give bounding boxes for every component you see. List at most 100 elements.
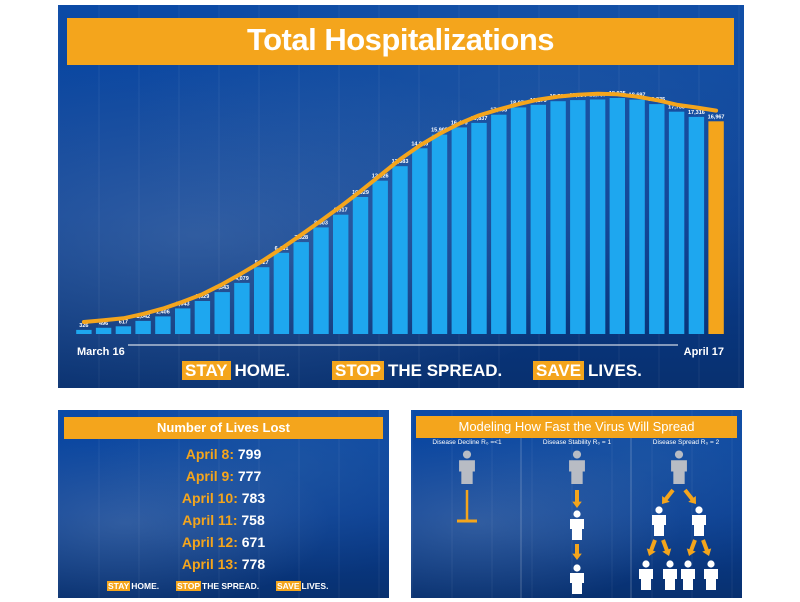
deaths-row: April 8: 799 [185,446,262,462]
bar [609,98,625,334]
data-label: 17,316 [688,110,705,116]
column-label-spread: Disease Spread R₀ = 2 [652,439,720,446]
person-icon [570,510,584,540]
data-label: 17,735 [668,105,685,111]
deaths-row: April 12: 671 [181,534,266,550]
bar [155,316,171,334]
mini-slogan-save-lives: SAVE LIVES. [276,581,329,591]
data-label: 4,079 [235,276,249,282]
bar [570,100,586,334]
bar [510,107,527,335]
person-icon [569,450,585,484]
data-label: 326 [79,323,88,329]
person-icon [652,506,666,536]
bar [115,326,132,334]
model-title: Modeling How Fast the Virus Will Spread [458,419,695,434]
bar [333,214,349,334]
data-label: 9,517 [334,208,348,214]
deaths-row: April 13: 778 [181,556,266,572]
lives-title: Number of Lives Lost [157,420,290,435]
slogan-stay-home: STAY HOME. [182,361,290,381]
data-label: 3,343 [215,285,229,291]
bar [451,127,467,335]
x-start-label: March 16 [77,346,125,358]
bar [471,122,487,335]
arrow-icon [661,539,672,556]
arrow-icon [572,490,582,508]
bar [392,166,408,334]
bar [550,101,566,334]
person-icon [570,564,584,594]
data-label: 496 [99,321,108,327]
chart-title: Total Hospitalizations [246,22,555,57]
bar [352,197,369,334]
trend-line [81,91,719,324]
bar [76,329,92,334]
mini-slogan-stay-home: STAY HOME. [107,581,160,591]
bar [649,104,665,334]
hospital-room-background-photo [58,410,389,598]
data-label: 16,967 [708,114,725,120]
column-label-decline: Disease Decline R₀ =<1 [432,439,502,446]
bar [372,180,388,334]
x-end-label: April 17 [684,346,724,358]
person-icon [681,560,695,590]
spread-diagram [457,438,718,598]
person-icon [459,450,475,484]
arrow-icon [572,544,582,560]
bar [629,99,645,334]
bar [412,148,428,334]
bar [708,121,724,334]
bar [234,282,250,334]
bar-chart: 326 496 6171,0421,4062,0432,6293,3434,0795… [76,91,725,358]
data-label: 13,383 [392,159,409,165]
column-label-stability: Disease Stability R₀ = 1 [542,439,612,446]
slogan-save-lives: SAVE LIVES. [533,361,642,381]
bar [530,104,546,334]
person-icon [639,560,653,590]
lives-title-bar: Number of Lives Lost [64,417,383,439]
data-label: 16,837 [471,116,488,122]
person-icon [692,506,706,536]
title-bar: Total Hospitalizations [67,18,734,65]
lives-lost-panel: Number of Lives Lost April 8: 799 April … [58,410,389,598]
data-label: 617 [119,319,128,325]
bar [214,292,230,334]
bar [254,267,270,334]
bar [491,114,507,334]
bar [175,308,191,334]
bar [313,227,329,334]
arrow-icon [686,539,697,556]
data-label: 2,043 [176,301,190,307]
data-label: 1,406 [156,309,170,315]
bar [293,242,309,334]
bar [668,111,685,334]
person-icon [663,560,677,590]
slogan-stop-spread: STOP THE SPREAD. [332,361,502,381]
bar [95,327,112,334]
data-label: 2,629 [196,294,210,300]
person-icon [704,560,718,590]
data-label: 8,503 [314,220,328,226]
data-label: 7,328 [294,235,308,241]
arrow-icon [646,539,657,556]
bar [688,116,705,335]
model-title-bar: Modeling How Fast the Virus Will Spread [416,416,737,438]
arrow-icon [662,488,675,504]
person-icon [671,450,687,484]
bar [135,320,151,334]
bar [194,301,211,334]
bar [273,252,290,334]
deaths-row: April 9: 777 [185,468,262,484]
mini-slogan-stop-spread: STOP THE SPREAD. [176,581,260,591]
bar [589,99,606,334]
arrow-icon [701,539,712,556]
data-label: 1,042 [136,314,150,320]
bar [431,134,448,334]
data-label: 15,905 [431,128,448,134]
deaths-row: April 10: 783 [181,490,266,506]
hospitalizations-panel: Total Hospitalizations 326 496 617 1,042 1,4… [58,5,744,388]
deaths-row: April 11: 758 [182,512,265,528]
modeling-panel: Modeling How Fast the Virus Will Spread … [411,410,742,598]
arrow-icon [683,488,696,504]
